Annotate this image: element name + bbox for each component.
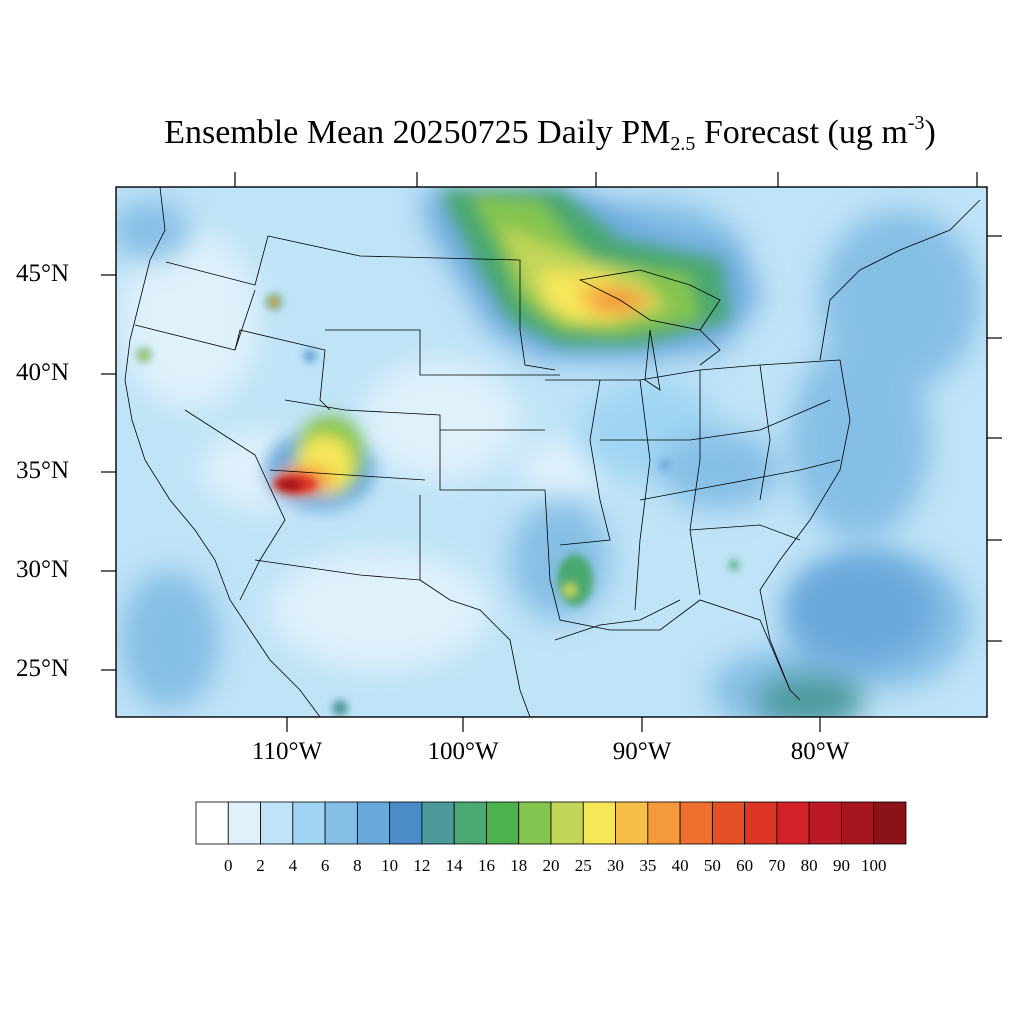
map-frame (115, 186, 988, 718)
lat-label-35n: 35°N (16, 457, 70, 484)
colorbar-tick-label: 100 (860, 856, 887, 875)
colorbar-tick-label: 4 (288, 856, 298, 875)
colorbar-tick-label: 35 (639, 856, 657, 875)
colorbar-swatch (356, 801, 391, 845)
colorbar-swatch (421, 801, 455, 845)
colorbar-swatch (841, 801, 875, 845)
colorbar-tick-label: 70 (768, 856, 786, 875)
map-title: Ensemble Mean 20250725 Daily PM2.5 Forec… (0, 112, 1024, 156)
colorbar-swatch (776, 801, 810, 845)
colorbar-tick-label: 8 (353, 856, 362, 875)
lon-label-110w: 110°W (251, 738, 323, 765)
colorbar-swatch (260, 801, 294, 845)
tick-marks (101, 172, 1002, 732)
lon-label-90w: 90°W (612, 738, 672, 765)
colorbar-swatch (324, 801, 358, 845)
lat-label-40n: 40°N (16, 359, 70, 386)
title-superscript: -3 (907, 112, 925, 134)
lat-label-25n: 25°N (16, 655, 70, 682)
colorbar-tick-label: 60 (736, 856, 754, 875)
title-main: Ensemble Mean 20250725 Daily PM (164, 114, 671, 151)
colorbar-swatch (550, 801, 584, 845)
lat-label-45n: 45°N (16, 260, 70, 287)
title-closing: ) (924, 114, 936, 151)
colorbar-tick-label: 16 (477, 856, 495, 875)
colorbar-swatch (711, 801, 746, 845)
colorbar-tick-label: 50 (703, 856, 721, 875)
colorbar-swatch (582, 801, 616, 845)
colorbar (195, 801, 907, 845)
boundary-lines (124, 187, 981, 717)
colorbar-tick-label: 14 (445, 856, 463, 875)
colorbar-swatch (486, 801, 520, 845)
lat-label-30n: 30°N (16, 556, 70, 583)
colorbar-tick-label: 6 (320, 856, 330, 875)
colorbar-tick-label: 0 (224, 856, 233, 875)
colorbar-swatch (744, 801, 778, 845)
colorbar-tick-label: 30 (607, 856, 625, 875)
colorbar-tick-label: 40 (671, 856, 689, 875)
colorbar-tick-label: 80 (800, 856, 818, 875)
colorbar-swatch (453, 801, 487, 845)
colorbar-swatch (195, 801, 229, 845)
colorbar-tick-label: 20 (542, 856, 560, 875)
colorbar-swatch (518, 801, 552, 845)
lon-label-100w: 100°W (427, 738, 499, 765)
lon-label-80w: 80°W (790, 738, 850, 765)
concentration-field (116, 187, 987, 717)
colorbar-swatch (389, 801, 423, 845)
title-units: Forecast (ug m (695, 114, 908, 151)
colorbar-tick-label: 18 (510, 856, 528, 875)
colorbar-swatch (292, 801, 326, 845)
colorbar-tick-label: 10 (381, 856, 399, 875)
colorbar-swatch (227, 801, 261, 845)
colorbar-tick-label: 12 (413, 856, 431, 875)
colorbar-tick-label: 25 (574, 856, 592, 875)
colorbar-tick-label: 90 (832, 856, 850, 875)
colorbar-tick-label: 2 (256, 856, 265, 875)
colorbar-swatch (679, 801, 713, 845)
colorbar-swatch (647, 801, 681, 845)
colorbar-swatch (615, 801, 649, 845)
colorbar-swatch (808, 801, 842, 845)
colorbar-swatch (873, 801, 907, 845)
title-subscript: 2.5 (670, 133, 696, 155)
